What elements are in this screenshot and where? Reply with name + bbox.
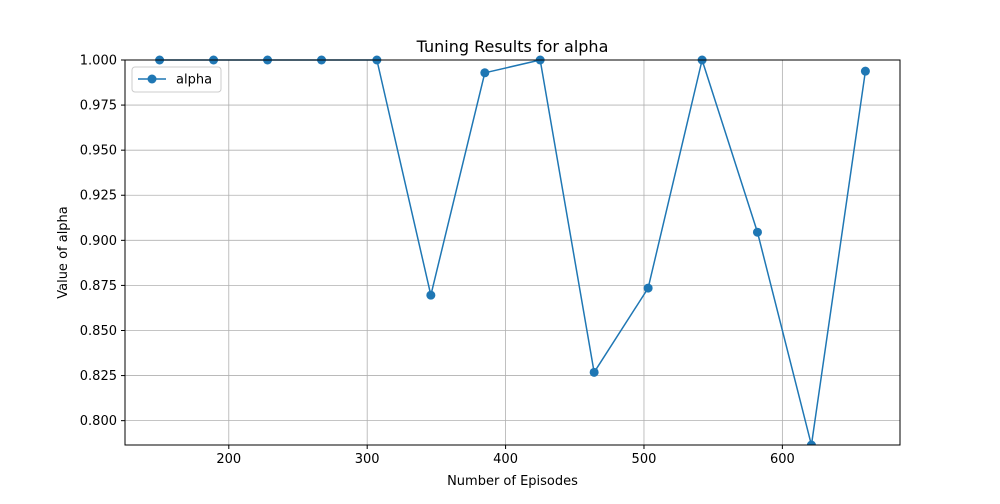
- y-tick-label: 0.825: [80, 369, 117, 384]
- series-line-alpha: [159, 59, 867, 445]
- y-tick-label: 0.875: [80, 279, 117, 294]
- y-tick-label: 0.850: [80, 324, 117, 339]
- data-point: [480, 68, 490, 78]
- y-tick-label: 0.800: [80, 414, 117, 429]
- data-point: [860, 66, 870, 76]
- legend-label-alpha: alpha: [176, 73, 212, 88]
- data-point: [426, 290, 436, 300]
- x-axis-ticks: 200 300 400 500 600: [216, 445, 795, 467]
- y-tick-label: 0.900: [80, 234, 117, 249]
- y-tick-label: 0.975: [80, 99, 117, 114]
- x-tick-label: 400: [493, 452, 518, 467]
- y-tick-label: 1.000: [80, 54, 117, 69]
- legend: alpha: [131, 66, 222, 93]
- x-tick-label: 600: [770, 452, 795, 467]
- data-point: [806, 440, 816, 445]
- y-axis-label: Value of alpha: [56, 206, 71, 299]
- legend-marker: [147, 74, 157, 84]
- y-tick-label: 0.925: [80, 189, 117, 204]
- grid-lines: [125, 59, 900, 445]
- chart-title: Tuning Results for alpha: [416, 37, 609, 56]
- plot-frame: [124, 59, 901, 446]
- legend-box: [131, 66, 222, 93]
- data-point: [643, 283, 653, 293]
- x-tick-label: 500: [632, 452, 657, 467]
- x-tick-label: 200: [216, 452, 241, 467]
- data-point: [752, 227, 762, 237]
- x-axis-label: Number of Episodes: [447, 474, 578, 489]
- x-tick-label: 300: [355, 452, 380, 467]
- y-axis-ticks: 0.800 0.825 0.850 0.875 0.900 0.925 0.950 0.975…: [80, 54, 125, 429]
- y-tick-label: 0.950: [80, 144, 117, 159]
- series-layer: [155, 55, 870, 445]
- data-point: [589, 367, 599, 377]
